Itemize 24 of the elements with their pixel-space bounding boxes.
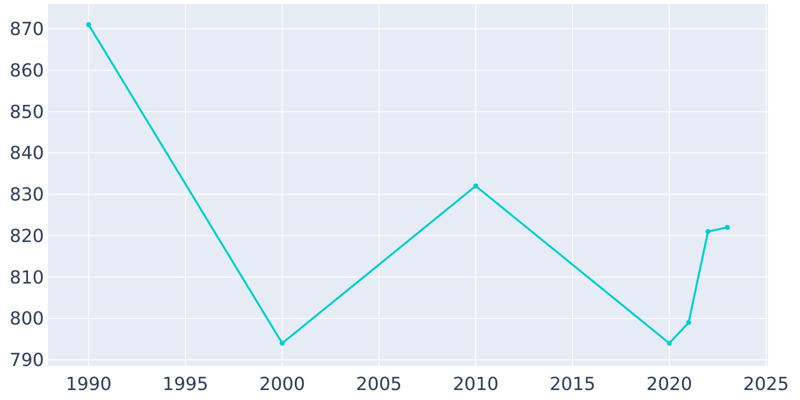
point xyxy=(686,320,692,326)
y-tick-label: 810 xyxy=(10,267,44,288)
x-tick-label: 1995 xyxy=(162,374,208,395)
point xyxy=(724,224,730,230)
point xyxy=(86,22,92,28)
x-tick-label: 2005 xyxy=(356,374,402,395)
x-tick-label: 2015 xyxy=(550,374,596,395)
x-tick-label: 1990 xyxy=(66,374,112,395)
y-tick-label: 870 xyxy=(10,19,44,40)
x-tick-label: 2020 xyxy=(646,374,692,395)
y-tick-label: 820 xyxy=(10,226,44,247)
y-tick-label: 800 xyxy=(10,308,44,330)
y-tick-label: 850 xyxy=(10,102,44,123)
point xyxy=(473,184,478,189)
y-tick-label: 830 xyxy=(10,184,44,206)
point xyxy=(280,340,285,346)
point xyxy=(706,229,710,234)
y-tick-label: 840 xyxy=(10,143,44,164)
y-tick-label: 860 xyxy=(10,60,44,82)
x-tick-label: 2025 xyxy=(743,374,789,395)
y-tick-label: 790 xyxy=(10,350,44,372)
x-tick-label: 2010 xyxy=(452,374,499,395)
x-tick-label: 2000 xyxy=(259,374,306,395)
point xyxy=(666,340,672,346)
